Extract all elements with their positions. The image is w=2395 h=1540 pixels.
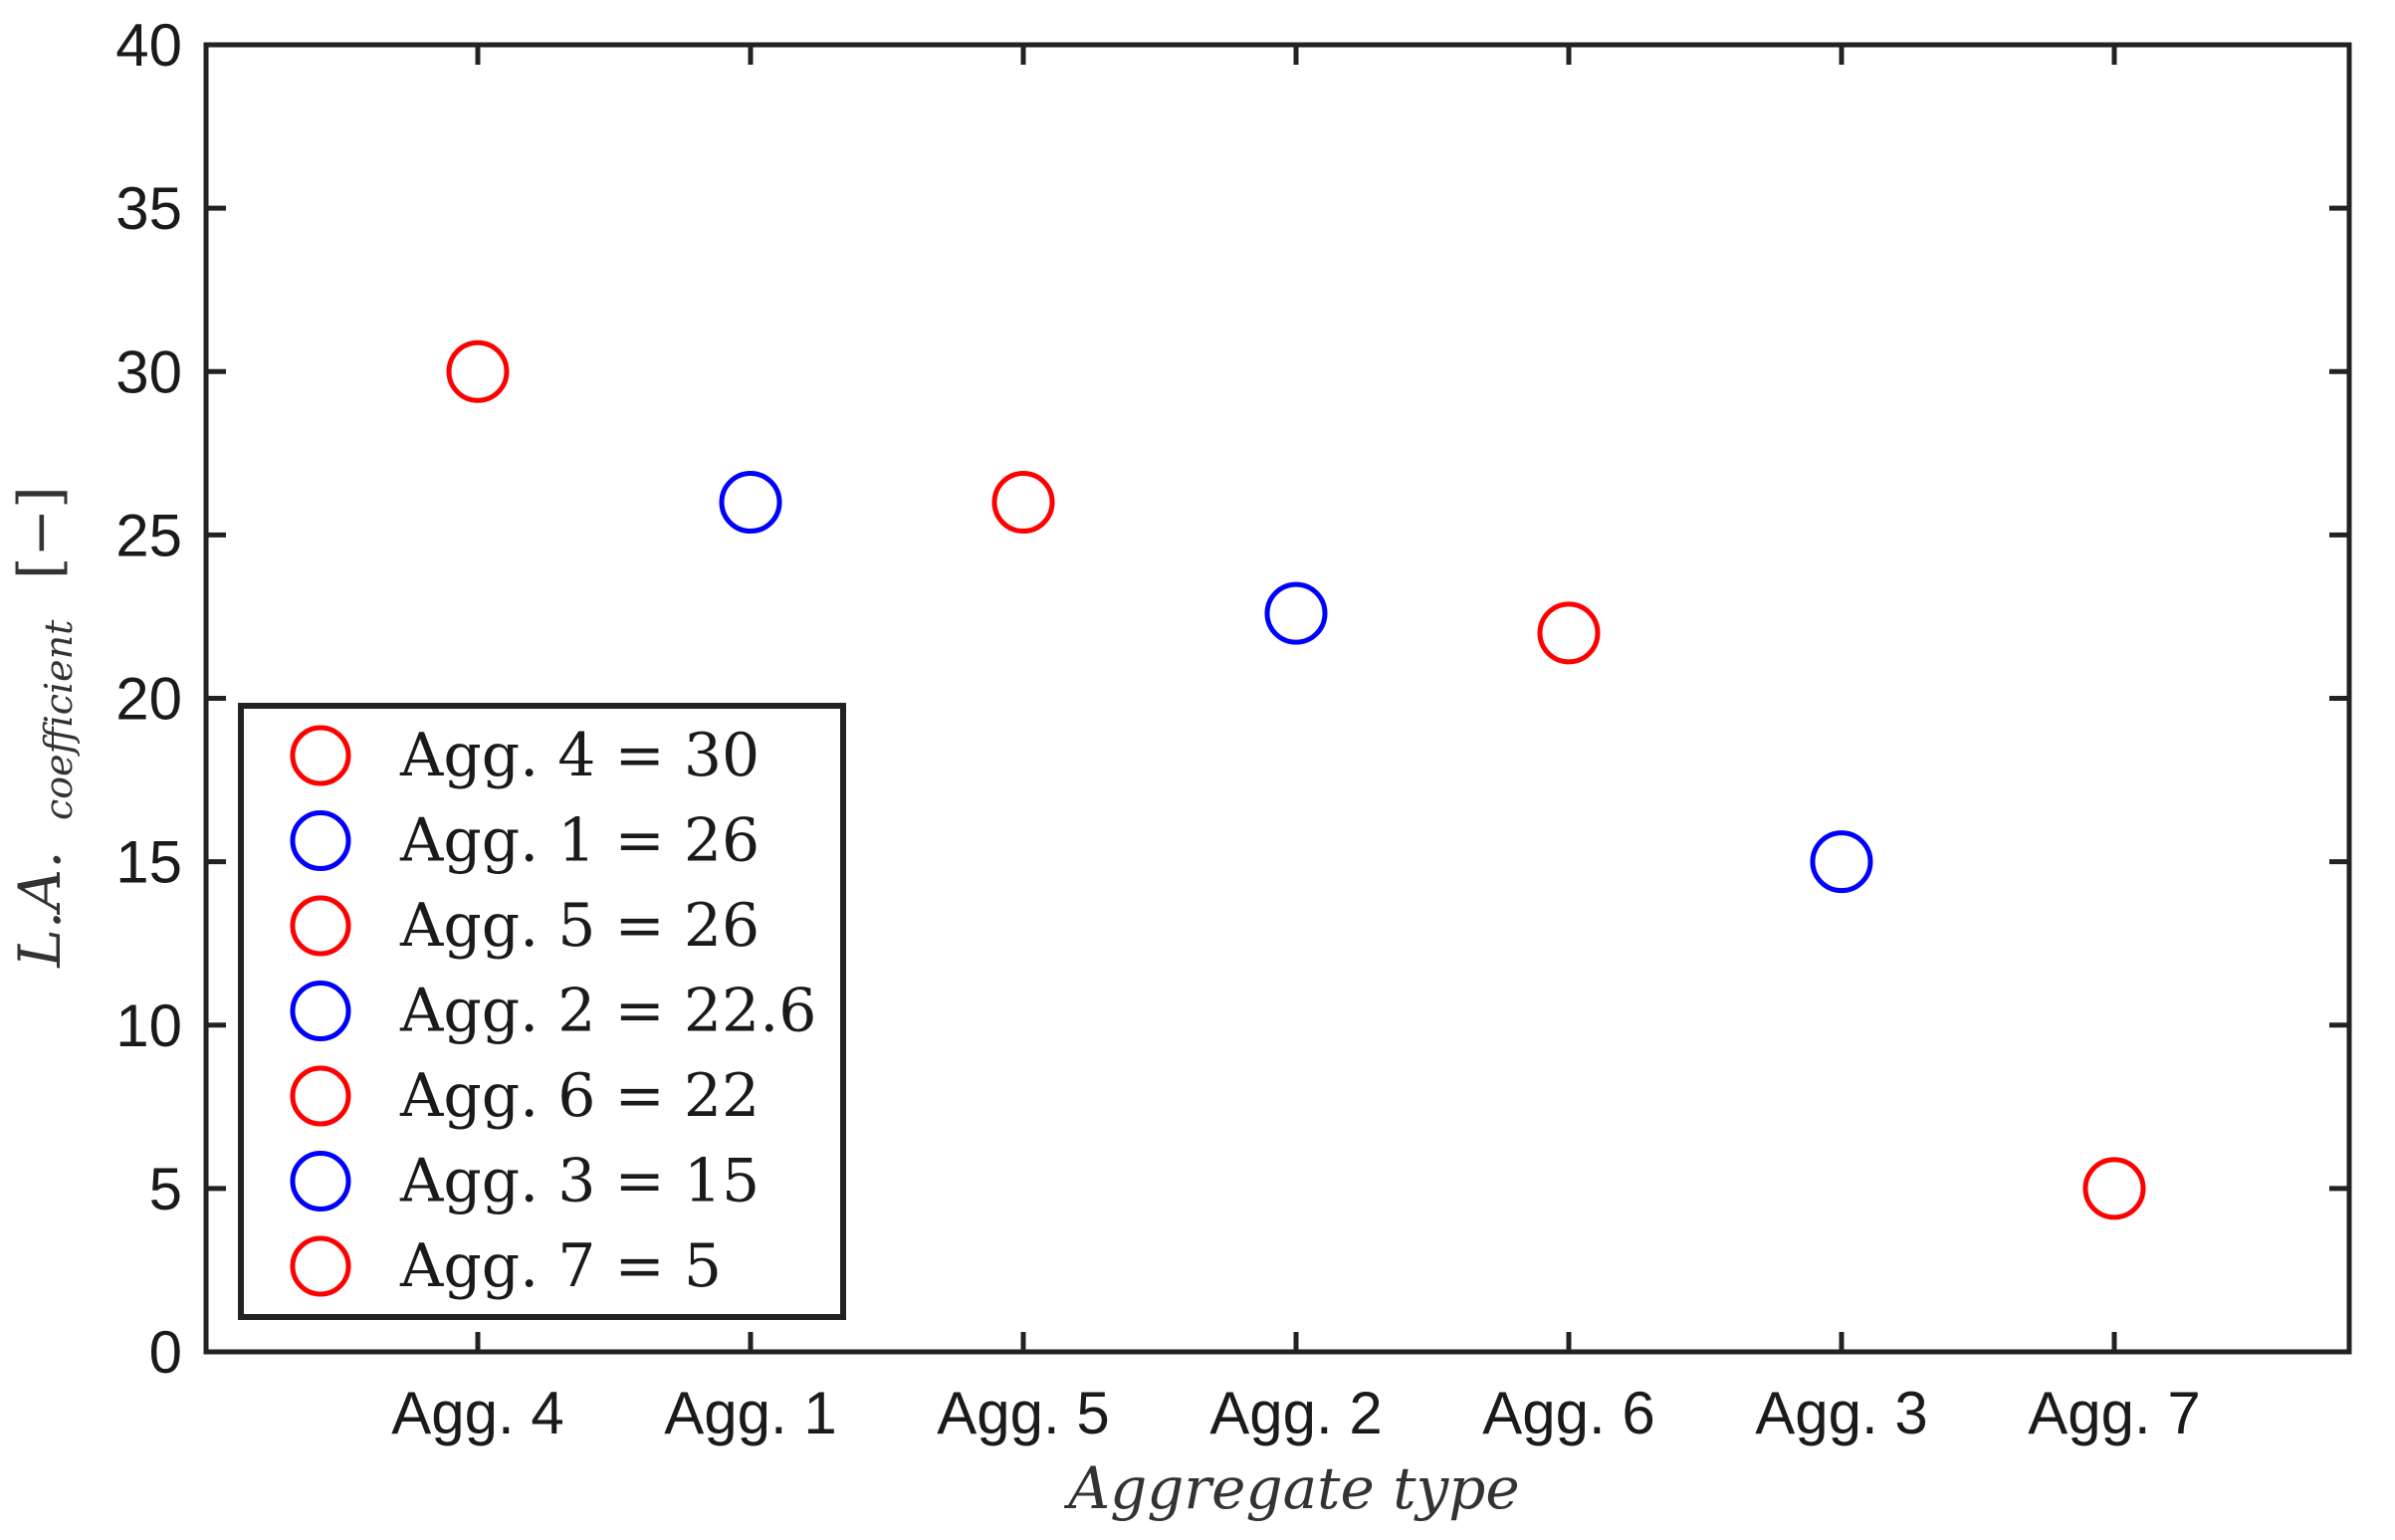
legend-entry: Agg. 6 = 22 [399,1061,760,1131]
y-tick-label: 20 [115,666,182,733]
legend-marker [290,981,351,1041]
x-tick-label: Agg. 7 [2028,1380,2200,1446]
x-tick-label: Agg. 5 [937,1380,1109,1446]
svg-text:L.A. coefficient [: L.A. coefficient [−] [6,486,86,968]
legend-entry: Agg. 4 = 30 [399,721,760,790]
legend-entry: Agg. 1 = 26 [399,806,760,876]
x-tick-label: Agg. 4 [391,1380,563,1446]
data-point [446,339,510,403]
legend-marker [290,810,351,871]
y-axis-label-unit: [−] [6,486,74,579]
y-tick-label: 40 [115,12,182,79]
y-axis-label-main: L.A. [6,850,74,968]
legend-marker [290,1065,351,1127]
y-tick-label: 0 [149,1319,182,1386]
data-point [1264,581,1328,645]
x-tick-label: Agg. 3 [1755,1380,1927,1446]
legend-entry: Agg. 7 = 5 [399,1231,722,1301]
data-point [1810,830,1873,894]
legend-marker [290,725,351,786]
x-tick-label: Agg. 2 [1209,1380,1382,1446]
y-axis-ticks: 0 5 10 15 20 25 30 35 40 [115,12,2349,1386]
y-axis-label: L.A. coefficient [−] [6,486,86,968]
y-tick-label: 25 [115,502,182,568]
legend-marker [290,1235,351,1297]
y-axis-label-subscript: coefficient [37,619,81,820]
legend: Agg. 4 = 30 Agg. 1 = 26 Agg. 5 = 26 Agg. 2 … [238,703,846,1320]
legend-entry: Agg. 5 = 26 [399,891,760,961]
legend-marker [290,1151,351,1211]
x-axis-ticks: Agg. 4 Agg. 1 Agg. 5 Agg. 2 Agg. 6 Agg. 3 Agg.… [391,45,2201,1446]
legend-entry: Agg. 2 = 22.6 [399,977,816,1046]
data-points [446,339,2146,1220]
y-tick-label: 35 [115,175,182,242]
data-point [719,471,782,535]
x-tick-label: Agg. 1 [664,1380,836,1446]
y-tick-label: 5 [149,1156,182,1222]
legend-entry: Agg. 3 = 15 [399,1147,760,1216]
y-tick-label: 30 [115,338,182,405]
data-point [1537,601,1601,665]
y-tick-label: 15 [115,829,182,896]
data-point [2082,1157,2146,1220]
legend-marker [290,895,351,957]
x-tick-label: Agg. 6 [1482,1380,1654,1446]
y-tick-label: 10 [115,992,182,1059]
x-axis-label: Aggregate type [1063,1454,1520,1522]
data-point [991,471,1055,535]
legend-box [238,703,846,1320]
